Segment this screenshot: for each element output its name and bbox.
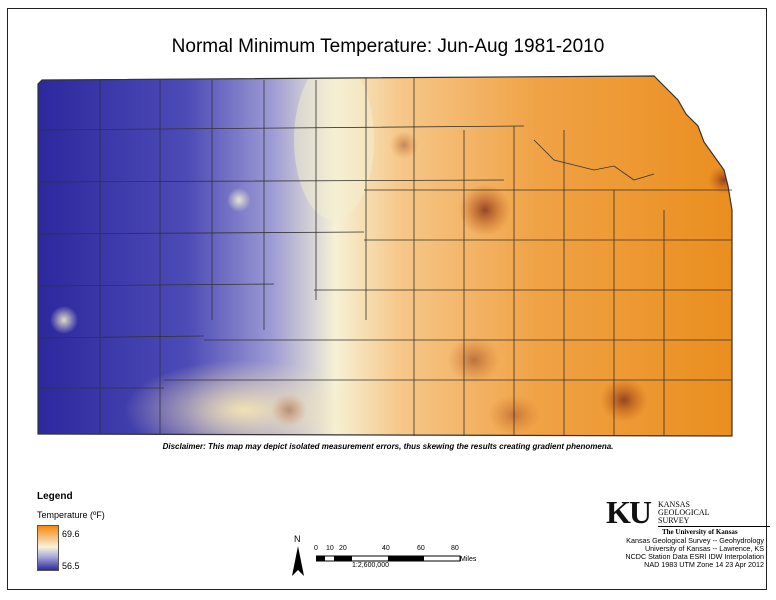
- credit-line-1: Kansas Geological Survey -- Geohydrology: [626, 536, 764, 545]
- legend-color-ramp: [37, 525, 59, 571]
- disclaimer: Disclaimer: This map may depict isolated…: [162, 442, 614, 451]
- legend-title: Legend: [37, 491, 73, 502]
- university-name: The University of Kansas: [662, 528, 738, 536]
- credit-line-4: NAD 1983 UTM Zone 14 23 Apr 2012: [644, 560, 764, 569]
- scale-tick-80: 80: [451, 545, 459, 552]
- scale-tick-0: 0: [314, 545, 318, 552]
- county-boundaries: [37, 75, 733, 437]
- credit-line-2: University of Kansas -- Lawrence, KS: [644, 544, 764, 553]
- credits: Kansas Geological Survey -- Geohydrology…: [625, 537, 764, 569]
- scale-tick-10: 10: [326, 545, 334, 552]
- survey-name-line-1: KANSAS: [658, 500, 691, 509]
- survey-name: KANSAS GEOLOGICAL SURVEY: [658, 501, 728, 525]
- survey-name-line-3: SURVEY: [658, 516, 690, 525]
- credit-line-3: NCDC Station Data ESRI IDW Interpolation: [625, 552, 764, 561]
- logo-rule: [658, 526, 770, 527]
- temperature-raster: [37, 75, 733, 437]
- kansas-temperature-map: [34, 70, 734, 442]
- scale-unit: Miles: [460, 556, 477, 563]
- scale-tick-40: 40: [382, 545, 390, 552]
- north-arrow-icon: [292, 546, 304, 576]
- map-title: Normal Minimum Temperature: Jun-Aug 1981…: [171, 36, 605, 57]
- survey-name-line-2: GEOLOGICAL: [658, 508, 710, 517]
- scale-ratio: 1:2,600,000: [352, 562, 389, 569]
- legend-subtitle: Temperature (ºF): [37, 510, 105, 520]
- north-label: N: [294, 534, 301, 544]
- scale-tick-60: 60: [417, 545, 425, 552]
- scale-bar-graphic: [316, 555, 461, 562]
- legend-low-value: 56.5: [62, 561, 80, 571]
- ku-logo: KU: [606, 494, 652, 530]
- legend-high-value: 69.6: [62, 529, 80, 539]
- scale-tick-20: 20: [339, 545, 347, 552]
- map-frame: [7, 8, 767, 590]
